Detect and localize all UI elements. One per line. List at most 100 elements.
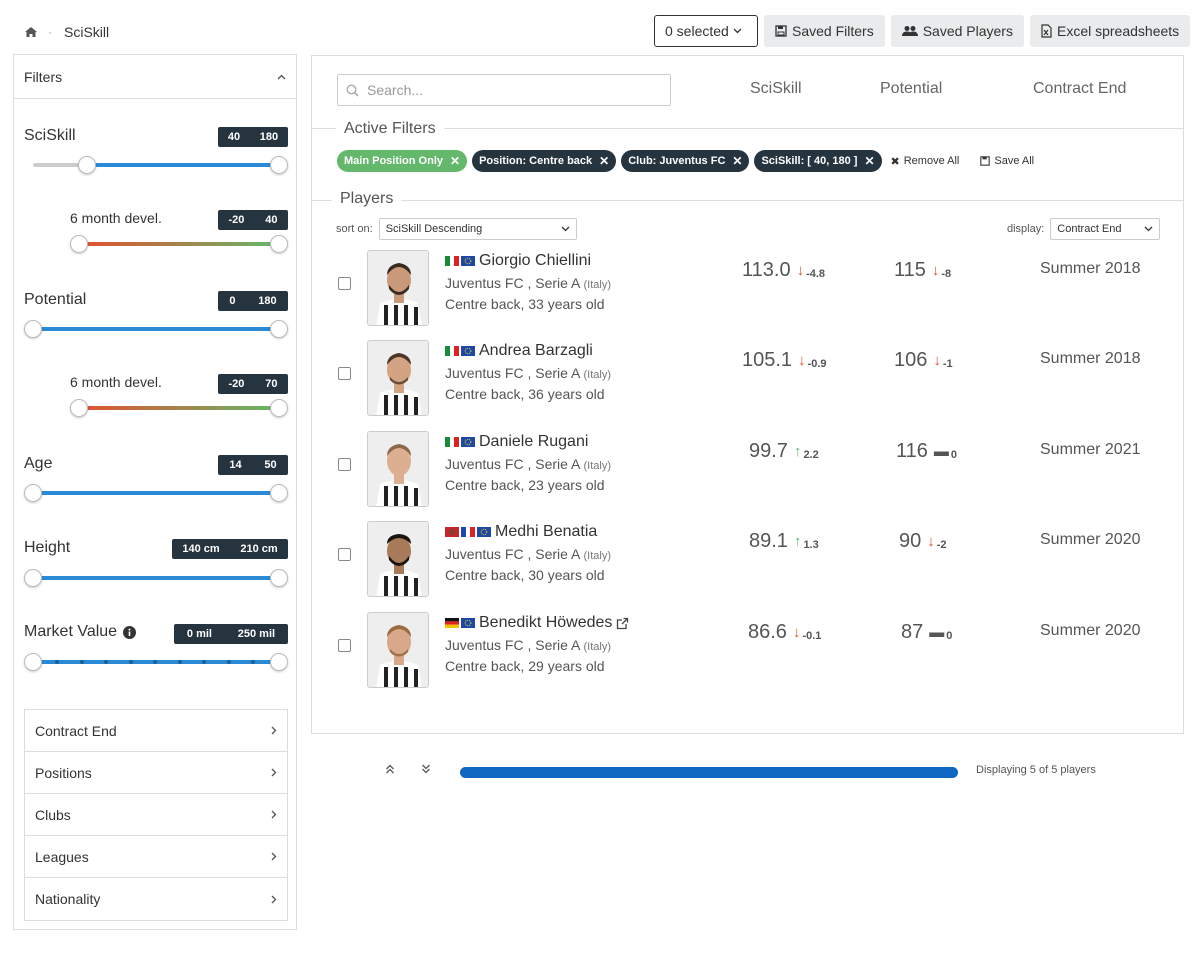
market-value-max-value: 250 mil [237,628,276,640]
home-icon[interactable] [24,25,38,39]
potential-devel-min-handle[interactable] [70,399,88,417]
select-checkbox[interactable] [338,548,351,561]
height-max-handle[interactable] [270,569,288,587]
potential-devel-max-handle[interactable] [270,399,288,417]
country-text: (Italy) [583,460,612,472]
remove-chip-icon[interactable]: ✕ [864,154,875,168]
breadcrumb-current[interactable]: SciSkill [64,24,110,40]
saved-players-button[interactable]: Saved Players [890,15,1024,47]
filter-chip[interactable]: Main Position Only ✕ [337,150,468,172]
info-icon[interactable] [123,625,137,639]
height-slider-fill [33,576,279,580]
market-value-slider[interactable] [24,653,288,671]
age-max-handle[interactable] [270,484,288,502]
potential-min-handle[interactable] [24,320,42,338]
filter-chip-label: Club: Juventus FC [628,155,726,167]
sciskill-devel-slider[interactable] [70,235,288,253]
sciskill-max-handle[interactable] [270,156,288,174]
saved-filters-button[interactable]: Saved Filters [764,15,885,47]
column-header-potential[interactable]: Potential [880,80,943,97]
player-name[interactable]: Andrea Barzagli [445,342,593,360]
player-photo[interactable] [367,431,429,507]
scroll-to-top-icon[interactable] [385,764,395,774]
age-min-value: 14 [229,459,242,471]
arrow-down-icon: ↓ [931,262,940,279]
excel-label: Excel spreadsheets [1056,23,1180,39]
eu-flag-icon [477,527,491,537]
remove-all-button[interactable]: ✖ Remove All [891,155,960,168]
sciskill-devel-min-handle[interactable] [70,235,88,253]
filters-header[interactable]: Filters [14,55,296,99]
sort-select[interactable]: SciSkill Descending [378,218,577,240]
selected-dropdown[interactable]: 0 selected [654,15,758,47]
section-positions[interactable]: Positions [25,752,287,794]
sciskill-delta: -0.1 [802,629,822,642]
section-nationality[interactable]: Nationality [25,878,287,920]
search-icon [346,83,359,97]
select-checkbox[interactable] [338,639,351,652]
player-photo[interactable] [367,250,429,326]
sciskill-min-handle[interactable] [78,156,96,174]
select-checkbox[interactable] [338,367,351,380]
potential-delta: -8 [941,267,952,280]
select-checkbox[interactable] [338,458,351,471]
contract-end: Summer 2018 [1040,260,1141,277]
market-value-max-handle[interactable] [270,653,288,671]
player-name[interactable]: Medhi Benatia [445,523,597,541]
scroll-to-bottom-icon[interactable] [421,764,431,774]
search-input[interactable] [367,82,647,98]
column-header-sciskill[interactable]: SciSkill [750,80,802,97]
player-row[interactable]: Daniele Rugani Juventus FC , Serie A (It… [312,428,1185,508]
potential-delta: 0 [946,629,953,642]
sciskill-slider[interactable] [33,156,288,174]
potential-devel-range-badge: -20 70 [218,374,288,394]
search-box[interactable] [337,74,671,106]
chevron-up-icon[interactable] [277,74,286,80]
height-min-handle[interactable] [24,569,42,587]
selected-label: 0 selected [665,23,729,39]
arrow-down-icon: ↓ [933,352,941,369]
age-max-value: 50 [264,459,277,471]
potential-devel-min-value: -20 [228,378,245,390]
sciskill-devel-max-handle[interactable] [270,235,288,253]
player-row[interactable]: Benedikt Höwedes Juventus FC , Serie A (… [312,609,1185,689]
section-contract-end[interactable]: Contract End [25,710,287,752]
player-photo[interactable] [367,521,429,597]
player-row[interactable]: Giorgio Chiellini Juventus FC , Serie A … [312,247,1185,327]
player-row[interactable]: Medhi Benatia Juventus FC , Serie A (Ita… [312,518,1185,598]
excel-button[interactable]: Excel spreadsheets [1029,15,1191,47]
market-value-min-handle[interactable] [24,653,42,671]
potential-devel-max-value: 70 [265,378,278,390]
select-checkbox[interactable] [338,277,351,290]
player-photo[interactable] [367,612,429,688]
filter-chip[interactable]: SciSkill: [ 40, 180 ] ✕ [754,150,882,172]
market-value-tick [227,660,231,664]
potential-devel-slider[interactable] [70,399,288,417]
remove-chip-icon[interactable]: ✕ [450,154,461,168]
player-name[interactable]: Benedikt Höwedes [445,614,629,632]
potential-slider[interactable] [24,320,288,338]
display-select[interactable]: Contract End [1050,218,1161,240]
remove-chip-icon[interactable]: ✕ [599,154,610,168]
player-photo[interactable] [367,340,429,416]
remove-chip-icon[interactable]: ✕ [732,154,743,168]
section-leagues[interactable]: Leagues [25,836,287,878]
external-link-icon[interactable] [616,617,629,630]
filter-chip[interactable]: Club: Juventus FC ✕ [621,150,750,172]
age-min-handle[interactable] [24,484,42,502]
player-club: Juventus FC , Serie A (Italy) [445,637,611,653]
height-slider[interactable] [24,569,288,587]
save-all-button[interactable]: Save All [980,155,1034,167]
player-name[interactable]: Daniele Rugani [445,433,588,451]
section-clubs[interactable]: Clubs [25,794,287,836]
player-name[interactable]: Giorgio Chiellini [445,252,591,270]
player-row[interactable]: Andrea Barzagli Juventus FC , Serie A (I… [312,337,1185,417]
chevron-right-icon [271,768,277,777]
potential-devel-label: 6 month devel. [70,374,162,390]
section-label: Contract End [35,722,117,739]
chevron-right-icon [271,726,277,735]
filter-chip[interactable]: Position: Centre back ✕ [472,150,617,172]
age-slider[interactable] [24,484,288,502]
potential-max-handle[interactable] [270,320,288,338]
column-header-contract-end[interactable]: Contract End [1033,80,1127,97]
